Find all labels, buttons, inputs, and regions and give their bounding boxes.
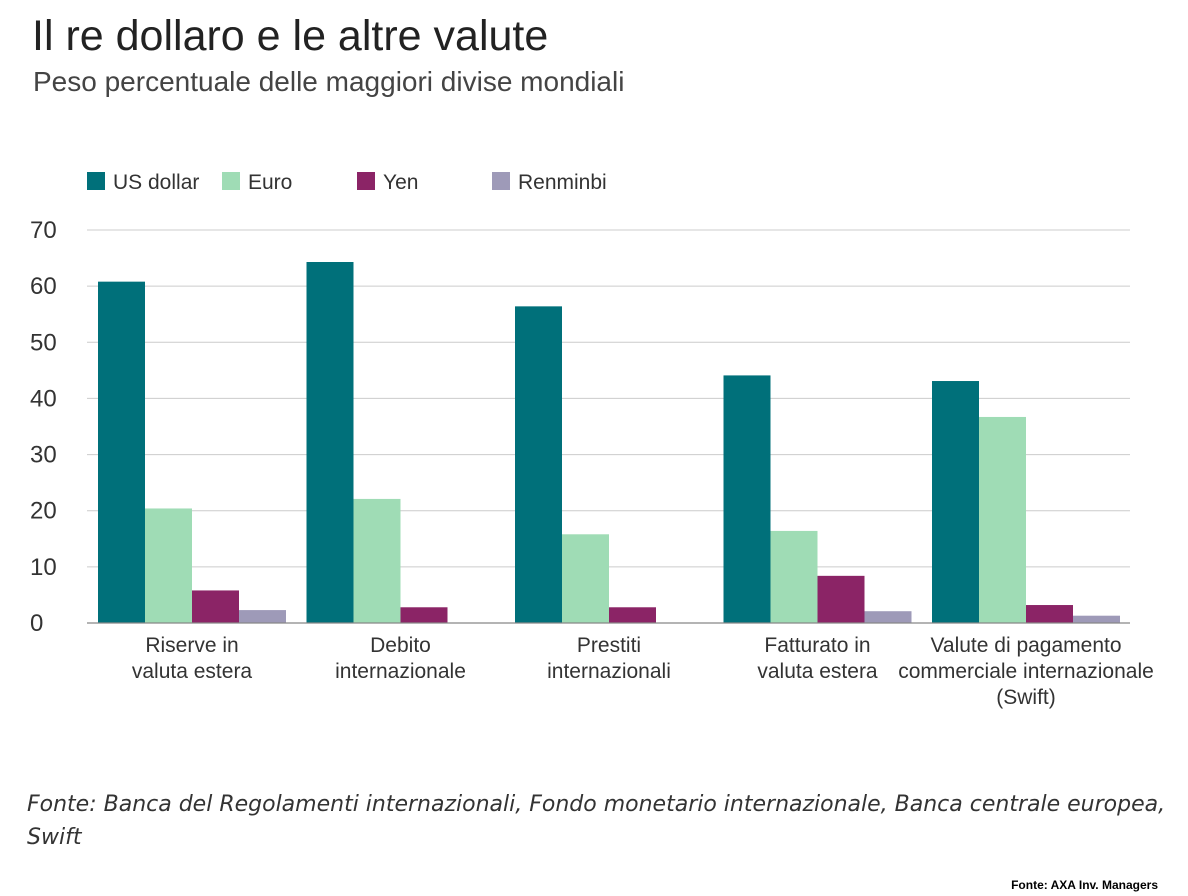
x-category-label-line: Debito	[370, 634, 431, 657]
chart-title: Il re dollaro e le altre valute	[32, 12, 549, 60]
x-category-label-line: Prestiti	[577, 634, 641, 657]
bar-yen	[817, 575, 865, 623]
y-tick-label: 40	[30, 385, 57, 412]
bar-renminbi	[239, 610, 286, 623]
y-tick-label: 30	[30, 442, 57, 469]
y-tick-label: 70	[30, 217, 57, 244]
chart-subtitle: Peso percentuale delle maggiori divise m…	[33, 66, 625, 97]
bar-us-dollar	[932, 381, 979, 623]
x-category-label-line: Fatturato in	[764, 634, 870, 657]
x-category-label-line: internazionali	[547, 660, 671, 683]
bar-us-dollar	[306, 262, 354, 623]
x-category-label-line: (Swift)	[996, 686, 1056, 709]
x-category-label-line: valuta estera	[757, 660, 878, 683]
bar-yen	[609, 607, 656, 623]
source-note: Fonte: Banca del Regolamenti internazion…	[27, 792, 1166, 850]
x-category-label-line: Riserve in	[145, 634, 238, 657]
bar-renminbi	[864, 611, 912, 623]
x-category-label: Prestiti internazionali	[547, 634, 671, 683]
bar-euro	[562, 534, 609, 623]
bar-euro	[770, 530, 818, 623]
bar-us-dollar	[515, 306, 562, 623]
y-tick-label: 60	[30, 273, 57, 300]
bar-euro	[353, 498, 401, 623]
credit-note: Fonte: AXA Inv. Managers	[1011, 878, 1158, 892]
y-tick-label: 10	[30, 554, 57, 581]
bar-euro	[979, 416, 1026, 623]
x-category-label-line: Valute di pagamento	[930, 634, 1121, 657]
legend: US dollar Euro Yen Renminbi	[87, 171, 607, 194]
x-category-label-line: commerciale internazionale	[898, 660, 1154, 683]
x-category-label: Riserve in valuta estera	[132, 634, 253, 683]
y-axis-ticks: 0 10 20 30 40 50 60 70	[30, 217, 57, 637]
legend-label: Renminbi	[518, 171, 607, 194]
bar-us-dollar	[723, 375, 771, 623]
legend-label: Yen	[383, 171, 418, 194]
legend-swatch-euro	[222, 172, 240, 190]
x-category-label-line: valuta estera	[132, 660, 253, 683]
y-tick-label: 50	[30, 329, 57, 356]
x-category-label: Fatturato in valuta estera	[757, 634, 878, 683]
legend-swatch-renminbi	[492, 172, 510, 190]
x-category-label: Debito internazionale	[335, 634, 466, 683]
x-axis-labels: Riserve in valuta estera Debito internazion…	[132, 634, 1154, 709]
bar-yen	[400, 607, 448, 623]
legend-label: Euro	[248, 171, 292, 194]
legend-label: US dollar	[113, 171, 199, 194]
legend-swatch-yen	[357, 172, 375, 190]
y-tick-label: 0	[30, 610, 43, 637]
y-tick-label: 20	[30, 498, 57, 525]
x-category-label: Valute di pagamento commerciale internazi…	[898, 634, 1154, 709]
bars	[98, 262, 1120, 623]
bar-chart: US dollar Euro Yen Renminbi 0 10 20 30 40 50 60 70…	[30, 171, 1154, 709]
bar-us-dollar	[98, 281, 145, 623]
bar-yen	[192, 590, 239, 623]
bar-euro	[145, 508, 192, 623]
bar-renminbi	[1073, 615, 1120, 623]
legend-swatch-us-dollar	[87, 172, 105, 190]
bar-yen	[1026, 605, 1073, 623]
x-category-label-line: internazionale	[335, 660, 466, 683]
